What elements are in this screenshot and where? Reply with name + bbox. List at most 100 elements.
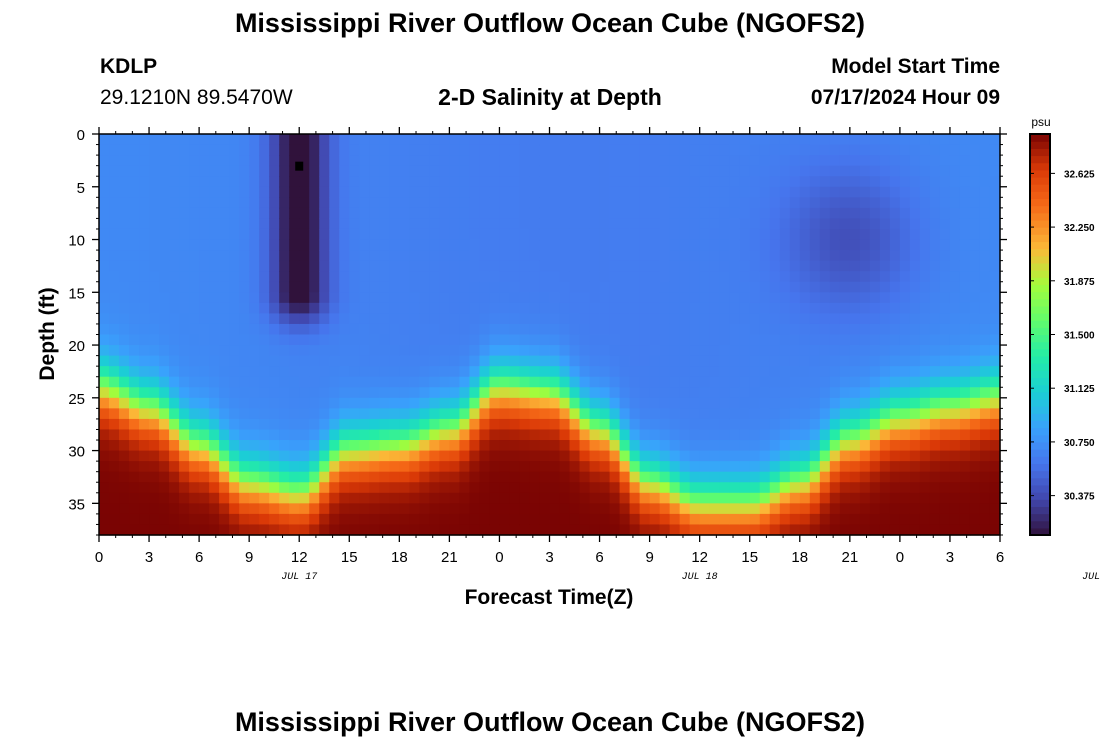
heatmap-cell	[569, 218, 581, 230]
heatmap-cell	[919, 376, 931, 388]
heatmap-cell	[229, 461, 240, 473]
heatmap-cell	[909, 250, 921, 262]
heatmap-cell	[569, 186, 581, 198]
heatmap-cell	[969, 313, 981, 325]
heatmap-cell	[339, 387, 350, 399]
heatmap-cell	[689, 376, 701, 388]
heatmap-cell	[909, 524, 921, 536]
heatmap-cell	[249, 260, 260, 272]
heatmap-cell	[479, 366, 491, 378]
heatmap-cell	[369, 418, 380, 431]
heatmap-cell	[179, 186, 190, 198]
heatmap-cell	[959, 345, 971, 357]
heatmap-cell	[439, 144, 450, 156]
heatmap-cell	[669, 292, 681, 304]
heatmap-cell	[729, 218, 741, 230]
heatmap-cell	[509, 513, 521, 526]
heatmap-cell	[129, 250, 140, 262]
heatmap-cell	[439, 134, 450, 146]
heatmap-cell	[679, 197, 691, 209]
heatmap-cell	[679, 440, 691, 452]
heatmap-cell	[659, 228, 671, 241]
heatmap-cell	[579, 144, 591, 156]
heatmap-cell	[289, 471, 300, 483]
heatmap-cell	[929, 281, 941, 293]
heatmap-cell	[169, 176, 180, 188]
heatmap-cell	[859, 144, 871, 156]
heatmap-cell	[889, 250, 901, 262]
heatmap-cell	[799, 492, 811, 504]
heatmap-cell	[209, 450, 220, 462]
page-title: Mississippi River Outflow Ocean Cube (NG…	[234, 8, 866, 38]
heatmap-cell	[519, 176, 531, 188]
heatmap-cell	[389, 134, 400, 146]
heatmap-cell	[929, 376, 941, 388]
heatmap-cell	[339, 334, 350, 346]
heatmap-cell	[249, 450, 260, 462]
heatmap-cell	[779, 429, 791, 441]
heatmap-cell	[849, 482, 861, 494]
heatmap-cell	[799, 228, 811, 241]
heatmap-cell	[199, 450, 210, 462]
heatmap-cell	[959, 429, 971, 441]
heatmap-cell	[619, 281, 631, 293]
heatmap-cell	[479, 345, 491, 357]
heatmap-cell	[329, 250, 340, 262]
heatmap-cell	[259, 345, 270, 357]
heatmap-cell	[569, 440, 581, 452]
heatmap-cell	[979, 186, 991, 198]
heatmap-cell	[469, 524, 481, 536]
heatmap-cell	[309, 450, 320, 462]
heatmap-cell	[239, 345, 250, 357]
heatmap-cell	[119, 292, 130, 304]
heatmap-cell	[879, 461, 891, 473]
heatmap-cell	[519, 366, 531, 378]
heatmap-cell	[989, 482, 1001, 494]
heatmap-cell	[699, 524, 711, 536]
heatmap-cell	[329, 397, 340, 409]
heatmap-cell	[129, 228, 140, 241]
heatmap-cell	[109, 492, 120, 504]
heatmap-cell	[579, 292, 591, 304]
heatmap-cell	[969, 134, 981, 146]
heatmap-cell	[369, 408, 380, 420]
heatmap-cell	[509, 376, 521, 388]
heatmap-cell	[109, 334, 120, 346]
heatmap-cell	[989, 144, 1001, 156]
heatmap-cell	[399, 281, 410, 293]
heatmap-cell	[429, 186, 440, 198]
heatmap-cell	[199, 250, 210, 262]
heatmap-cell	[389, 302, 400, 314]
heatmap-cell	[899, 408, 911, 420]
heatmap-cell	[839, 482, 851, 494]
heatmap-cell	[949, 397, 961, 409]
heatmap-cell	[329, 471, 340, 483]
heatmap-cell	[779, 366, 791, 378]
heatmap-cell	[299, 281, 310, 293]
heatmap-cell	[979, 260, 991, 272]
heatmap-cell	[559, 471, 571, 483]
heatmap-cell	[819, 155, 831, 167]
heatmap-cell	[469, 418, 481, 431]
heatmap-cell	[939, 313, 951, 325]
heatmap-cell	[949, 513, 961, 526]
heatmap-cell	[809, 302, 821, 314]
heatmap-cell	[669, 387, 681, 399]
heatmap-cell	[159, 345, 170, 357]
heatmap-cell	[509, 144, 521, 156]
heatmap-cell	[349, 302, 360, 314]
heatmap-cell	[779, 250, 791, 262]
heatmap-cell	[889, 513, 901, 526]
heatmap-cell	[309, 366, 320, 378]
heatmap-cell	[429, 207, 440, 220]
colorbar-swatch	[1030, 520, 1050, 529]
heatmap-cell	[99, 345, 110, 357]
heatmap-cell	[219, 165, 230, 177]
heatmap-cell	[899, 366, 911, 378]
heatmap-cell	[809, 228, 821, 241]
heatmap-cell	[789, 503, 801, 515]
heatmap-cell	[509, 418, 521, 431]
heatmap-cell	[959, 397, 971, 409]
heatmap-cell	[909, 345, 921, 357]
heatmap-cell	[129, 376, 140, 388]
